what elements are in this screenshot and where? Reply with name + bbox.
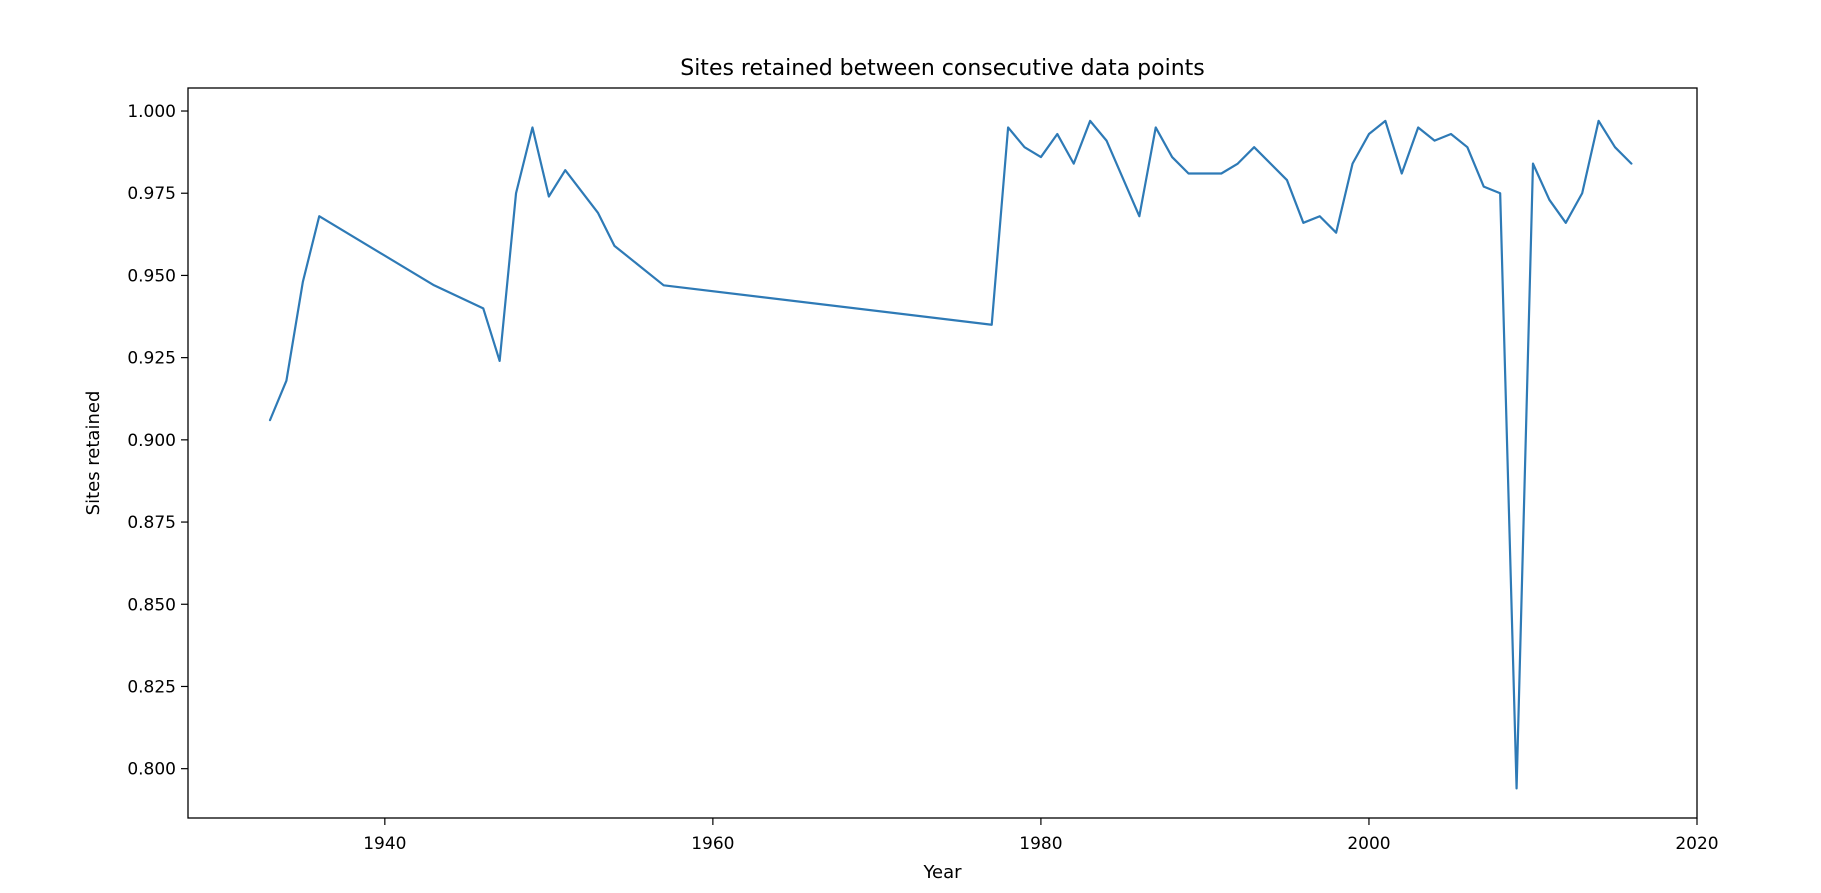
series-line-0 (268, 119, 1633, 790)
y-tick-label: 0.850 (127, 595, 176, 615)
y-axis: 0.800 0.825 0.850 0.875 0.900 0.925 0.950 0.975… (127, 102, 188, 780)
x-tick-label: 1980 (1019, 834, 1062, 854)
y-tick-label: 0.875 (127, 513, 176, 533)
y-tick-label: 0.900 (127, 431, 176, 451)
plot-frame (187, 87, 1698, 819)
y-tick-label: 0.825 (127, 677, 176, 697)
x-tick-label: 1940 (363, 834, 406, 854)
x-tick-label: 1960 (691, 834, 734, 854)
chart-title: Sites retained between consecutive data … (680, 56, 1205, 81)
y-tick-label: 0.800 (127, 760, 176, 780)
x-tick-label: 2020 (1675, 834, 1718, 854)
y-tick-label: 0.925 (127, 349, 176, 369)
x-tick-label: 2000 (1347, 834, 1390, 854)
x-axis-label: Year (922, 862, 962, 883)
y-tick-label: 1.000 (127, 102, 176, 122)
y-axis-label: Sites retained (83, 391, 104, 516)
y-tick-label: 0.975 (127, 184, 176, 204)
plot-series (268, 119, 1633, 790)
y-tick-label: 0.950 (127, 266, 176, 286)
x-axis: 1940 1960 1980 2000 2020 (363, 818, 1719, 854)
